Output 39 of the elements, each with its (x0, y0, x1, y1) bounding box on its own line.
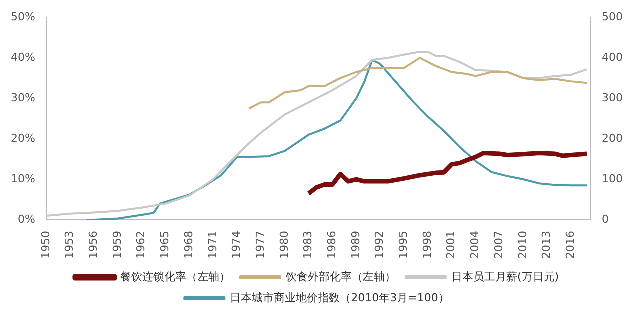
x-tick-label: 1977 (254, 231, 267, 260)
x-tick-label: 2001 (444, 231, 458, 260)
y-tick-label: 40% (10, 50, 36, 64)
x-tick-label: 1989 (349, 231, 362, 260)
x-tick-label: 2004 (468, 231, 482, 260)
x-tick-label: 1959 (110, 231, 124, 260)
x-tick-label: 1965 (158, 231, 172, 260)
x-tick-label: 1950 (39, 231, 52, 260)
x-tick-label: 1983 (302, 231, 315, 260)
y2-tick-label: 300 (602, 91, 624, 104)
y-tick-label: 10% (10, 172, 36, 186)
x-tick-label: 1998 (420, 231, 434, 260)
x-tick-label: 1980 (278, 231, 291, 260)
x-tick-label: 2013 (540, 231, 554, 260)
legend-label: 日本员工月薪(万日元) (451, 270, 560, 284)
x-tick-label: 2016 (564, 231, 577, 260)
y-tick-label: 30% (10, 91, 36, 104)
x-tick-label: 1986 (326, 231, 338, 260)
x-tick-label: 2010 (516, 231, 530, 260)
y-tick-label: 50% (10, 10, 36, 24)
y2-tick-label: 100 (602, 172, 624, 186)
x-tick-label: 1992 (373, 231, 386, 260)
x-tick-label: 2007 (492, 231, 506, 260)
y2-tick-label: 200 (602, 132, 624, 145)
x-tick-label: 1995 (397, 231, 410, 260)
x-tick-label: 1962 (134, 231, 148, 260)
x-tick-label: 1974 (230, 231, 244, 260)
y-tick-label: 0% (18, 212, 36, 226)
legend-label: 日本城市商业地价指数（2010年3月=100） (230, 291, 450, 304)
legend-label: 饮食外部化率（左轴） (284, 270, 396, 284)
x-tick-label: 1956 (87, 231, 100, 260)
x-tick-label: 1953 (63, 231, 76, 260)
y2-tick-label: 0 (602, 212, 610, 226)
y-tick-label: 20% (10, 132, 36, 145)
legend-label: 餐饮连锁化率（左轴） (120, 270, 230, 284)
y2-tick-label: 400 (602, 50, 624, 64)
x-tick-label: 1971 (206, 231, 220, 260)
y2-tick-label: 500 (602, 10, 624, 24)
x-tick-label: 1968 (182, 231, 196, 260)
